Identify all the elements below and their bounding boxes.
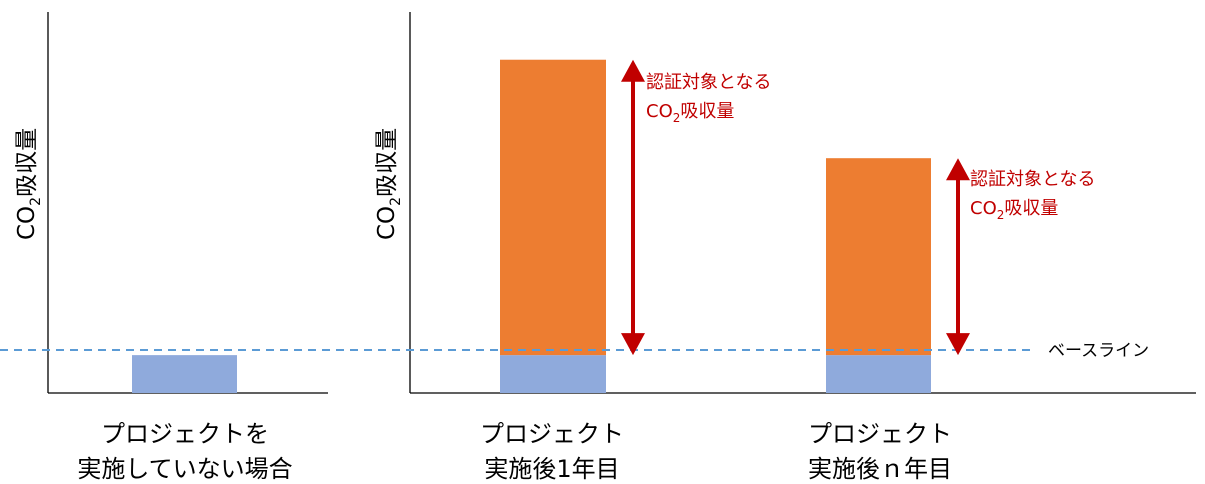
right-ylabel-rest: 吸収量 <box>374 128 400 197</box>
left-y-axis-label: CO2吸収量 <box>14 128 44 240</box>
arrow-head-bottom-1 <box>621 333 645 356</box>
arrow-1 <box>621 59 645 356</box>
arrow-2 <box>946 158 970 356</box>
arrows-layer <box>621 59 970 356</box>
right-ylabel-sub: 2 <box>388 197 404 206</box>
right-ylabel-co: CO <box>374 206 400 240</box>
annotation-1-line2: CO2吸収量 <box>646 101 734 125</box>
arrow-head-top-1 <box>621 59 645 82</box>
annotation-2-sub: 2 <box>997 208 1005 222</box>
left-ylabel-sub: 2 <box>28 197 44 206</box>
caption-year1-line1: プロジェクト <box>480 420 624 448</box>
caption-year1-line2: 実施後1年目 <box>484 455 619 483</box>
annotation-1-sub: 2 <box>673 111 681 125</box>
caption-yearn-line2: 実施後ｎ年目 <box>808 455 952 483</box>
bar-baseline-0 <box>132 355 237 393</box>
annotation-2-co: CO <box>970 198 997 219</box>
left-panel-axes <box>47 12 328 394</box>
bar-increase-2 <box>826 158 931 356</box>
bar-increase-1 <box>500 59 606 356</box>
annotation-1-co: CO <box>646 101 673 122</box>
baseline-label: ベースライン <box>1048 341 1149 361</box>
annotation-2-line2: CO2吸収量 <box>970 198 1058 222</box>
left-ylabel-rest: 吸収量 <box>14 128 40 197</box>
bars-layer <box>132 59 931 393</box>
left-ylabel-co: CO <box>14 206 40 240</box>
caption-yearn-line1: プロジェクト <box>808 420 952 448</box>
caption-no-project-line1: プロジェクトを <box>101 420 269 448</box>
arrow-head-top-2 <box>946 158 970 181</box>
right-y-axis-label: CO2吸収量 <box>374 128 404 240</box>
annotation-1-rest: 吸収量 <box>680 101 734 122</box>
caption-no-project-line2: 実施していない場合 <box>77 455 292 483</box>
annotation-1-line1: 認証対象となる <box>646 72 771 93</box>
annotation-2-rest: 吸収量 <box>1004 198 1058 219</box>
arrow-head-bottom-2 <box>946 333 970 356</box>
bar-baseline-1 <box>500 355 606 393</box>
bar-baseline-2 <box>826 355 931 393</box>
annotation-2-line1: 認証対象となる <box>970 169 1095 190</box>
